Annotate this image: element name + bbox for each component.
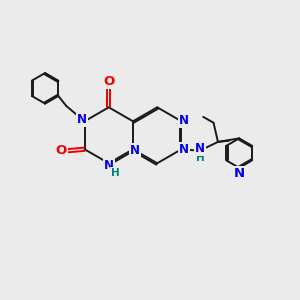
Text: H: H — [196, 153, 205, 163]
Text: H: H — [111, 168, 120, 178]
Text: N: N — [77, 113, 87, 126]
Text: N: N — [179, 143, 189, 156]
Text: N: N — [104, 159, 114, 172]
Text: N: N — [195, 142, 205, 155]
Text: O: O — [56, 144, 67, 157]
Text: N: N — [234, 167, 245, 180]
Text: N: N — [130, 144, 140, 157]
Text: O: O — [103, 75, 114, 88]
Text: N: N — [179, 114, 189, 127]
